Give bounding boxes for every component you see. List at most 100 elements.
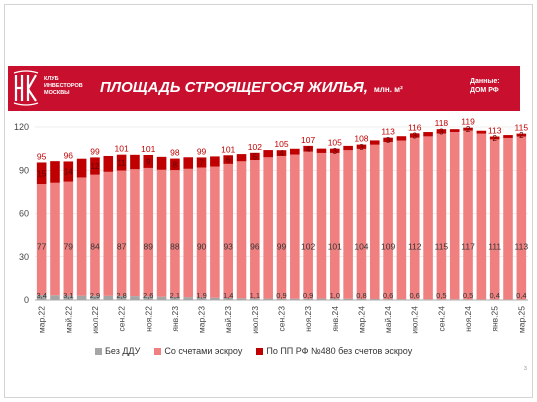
data-label-no-ddu: 0,6 bbox=[410, 291, 420, 300]
bar-segment-pp480 bbox=[423, 132, 433, 137]
x-tick-label: мар.24 bbox=[356, 306, 366, 333]
data-label-no-ddu: 2,6 bbox=[143, 291, 153, 300]
data-label-total: 119 bbox=[461, 117, 475, 127]
data-label-escrow: 88 bbox=[170, 242, 180, 252]
bar-segment-escrow bbox=[369, 144, 380, 299]
data-label-pp480: 9 bbox=[146, 157, 151, 166]
bar-segment-escrow bbox=[250, 160, 260, 299]
bar-segment-pp480 bbox=[463, 127, 473, 131]
bar-segment-escrow bbox=[143, 167, 154, 297]
bar-segment-pp480 bbox=[383, 137, 393, 142]
bar-segment-no-ddu bbox=[50, 295, 60, 300]
data-label-no-ddu: 0,9 bbox=[276, 291, 286, 300]
bar-segment-escrow bbox=[383, 141, 393, 300]
bar-segment-pp480 bbox=[489, 136, 500, 140]
bar-segment-pp480 bbox=[303, 145, 313, 152]
bar-segment-pp480 bbox=[156, 156, 167, 170]
title-text: ПЛОЩАДЬ СТРОЯЩЕГОСЯ ЖИЛЬЯ, bbox=[100, 79, 368, 96]
bar-segment-pp480 bbox=[449, 129, 460, 133]
data-label-total: 96 bbox=[64, 150, 74, 160]
bar-segment-no-ddu bbox=[516, 299, 527, 300]
data-label-no-ddu: 3,4 bbox=[36, 291, 46, 300]
legend-item-no-ddu: Без ДДУ bbox=[95, 346, 140, 356]
legend-label: Со счетами эскроу bbox=[164, 346, 243, 356]
bar-segment-no-ddu bbox=[196, 297, 207, 300]
data-label-escrow: 84 bbox=[90, 242, 100, 252]
bar-segment-pp480 bbox=[90, 157, 100, 175]
legend-item-pp480: По ПП РФ №480 без счетов эскроу bbox=[256, 346, 412, 356]
bar-segment-escrow bbox=[503, 137, 513, 300]
data-label-no-ddu: 0,9 bbox=[303, 291, 313, 300]
bar-segment-escrow bbox=[116, 170, 127, 296]
bar-segment-no-ddu bbox=[236, 298, 247, 300]
y-tick-label: 120 bbox=[14, 122, 29, 132]
data-label-escrow: 102 bbox=[301, 242, 315, 252]
bar-segment-escrow bbox=[476, 133, 487, 300]
bar-segment-escrow bbox=[130, 169, 140, 297]
chart-legend: Без ДДУ Со счетами эскроу По ПП РФ №480 … bbox=[95, 345, 412, 357]
bar-segment-pp480 bbox=[236, 154, 247, 162]
bar-segment-escrow bbox=[196, 167, 207, 298]
bar-segment-pp480 bbox=[130, 154, 140, 170]
data-label-no-ddu: 0,8 bbox=[356, 291, 366, 300]
data-label-escrow: 112 bbox=[408, 242, 422, 252]
page-number: 3 bbox=[524, 366, 527, 372]
data-label-pp480: 12 bbox=[91, 162, 100, 171]
data-label-total: 113 bbox=[488, 126, 502, 136]
bar-segment-pp480 bbox=[170, 158, 180, 171]
data-label-total: 105 bbox=[328, 138, 342, 148]
x-tick-label: сен.22 bbox=[117, 306, 127, 332]
data-label-pp480: 3 bbox=[413, 132, 418, 141]
data-label-no-ddu: 0,4 bbox=[516, 291, 526, 300]
legend-swatch bbox=[256, 347, 264, 355]
club-logo-icon bbox=[13, 70, 39, 106]
bar-segment-no-ddu bbox=[210, 297, 220, 300]
bar-segment-pp480 bbox=[276, 150, 287, 156]
logo-line: МОСКВЫ bbox=[44, 90, 70, 96]
bar-segment-escrow bbox=[183, 168, 194, 298]
data-label-no-ddu: 0,5 bbox=[436, 291, 446, 300]
data-label-pp480: 2 bbox=[492, 134, 497, 143]
bar-segment-pp480 bbox=[63, 161, 74, 182]
bar-segment-escrow bbox=[463, 130, 473, 300]
data-label-total: 101 bbox=[141, 144, 155, 154]
page-title: ПЛОЩАДЬ СТРОЯЩЕГОСЯ ЖИЛЬЯ, млн. м² bbox=[100, 79, 403, 96]
bar-segment-pp480 bbox=[503, 135, 513, 138]
data-label-escrow: 77 bbox=[37, 242, 47, 252]
data-label-escrow: 113 bbox=[515, 242, 529, 252]
x-tick-label: сен.23 bbox=[277, 306, 287, 332]
data-label-total: 116 bbox=[408, 122, 422, 132]
data-label-escrow: 115 bbox=[435, 242, 449, 252]
bar-segment-escrow bbox=[263, 157, 273, 299]
bar-segment-no-ddu bbox=[330, 298, 340, 300]
bar-segment-no-ddu bbox=[449, 299, 460, 300]
logo-line: КЛУБ bbox=[44, 76, 59, 82]
x-tick-label: янв.23 bbox=[170, 306, 180, 332]
bar-segment-no-ddu bbox=[396, 299, 407, 300]
data-label-no-ddu: 1,9 bbox=[196, 291, 206, 300]
data-label-escrow: 90 bbox=[197, 242, 207, 252]
bar-segment-escrow bbox=[276, 155, 287, 299]
data-label-pp480: 15 bbox=[37, 169, 46, 178]
x-tick-label: янв.24 bbox=[330, 306, 340, 332]
data-label-pp480: 6 bbox=[226, 156, 231, 165]
data-label-total: 108 bbox=[354, 134, 368, 144]
bar-segment-pp480 bbox=[196, 157, 207, 168]
bar-segment-escrow bbox=[76, 177, 87, 296]
data-label-pp480: 5 bbox=[253, 152, 258, 161]
data-label-no-ddu: 1,4 bbox=[223, 291, 233, 300]
title-unit: млн. м² bbox=[373, 85, 403, 94]
bar-segment-no-ddu bbox=[183, 297, 194, 300]
legend-item-escrow: Со счетами эскроу bbox=[154, 346, 242, 356]
bar-segment-pp480 bbox=[183, 157, 194, 169]
bar-segment-no-ddu bbox=[476, 299, 487, 300]
bar-segment-pp480 bbox=[116, 154, 127, 171]
bar-segment-no-ddu bbox=[463, 299, 473, 300]
bar-segment-no-ddu bbox=[356, 298, 367, 300]
bar-segment-pp480 bbox=[50, 161, 60, 183]
x-tick-label: июл.23 bbox=[250, 306, 260, 334]
bar-segment-no-ddu bbox=[409, 299, 420, 300]
bar-segment-pp480 bbox=[250, 152, 260, 161]
x-tick-label: янв.25 bbox=[490, 306, 500, 332]
